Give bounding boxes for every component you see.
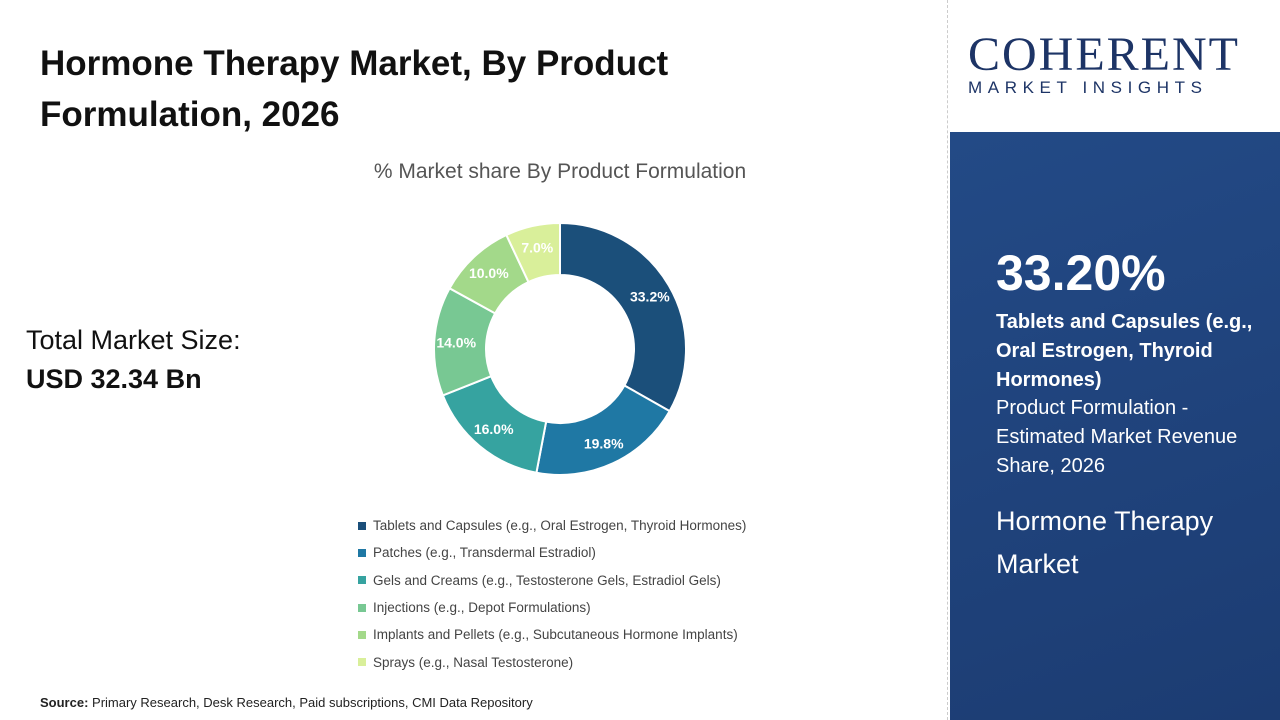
divider <box>947 0 949 720</box>
total-market-value: USD 32.34 Bn <box>26 364 202 394</box>
logo-tagline: MARKET INSIGHTS <box>968 78 1208 97</box>
legend-item: Patches (e.g., Transdermal Estradiol) <box>358 539 746 566</box>
chart-title: % Market share By Product Formulation <box>373 160 747 183</box>
donut-slice <box>559 221 687 413</box>
legend-item: Implants and Pellets (e.g., Subcutaneous… <box>358 621 746 648</box>
legend-label: Injections (e.g., Depot Formulations) <box>373 600 591 616</box>
donut-chart: 33.2% 19.8% 16.0% 14.0% 10.0% 7.0% <box>433 221 687 476</box>
legend-item: Tablets and Capsules (e.g., Oral Estroge… <box>358 512 746 539</box>
legend-swatch <box>358 658 366 667</box>
total-market-label: Total Market Size: <box>26 325 241 355</box>
highlight-description: Product Formulation - Estimated Market R… <box>996 397 1238 477</box>
data-label: 16.0% <box>474 421 514 437</box>
logo-name: COHERENT <box>968 28 1240 81</box>
logo: COHERENT MARKET INSIGHTS <box>968 30 1268 98</box>
page-title: Hormone Therapy Market, By Product Formu… <box>40 44 669 134</box>
legend-label: Tablets and Capsules (e.g., Oral Estroge… <box>373 518 747 534</box>
legend-label: Sprays (e.g., Nasal Testosterone) <box>373 654 574 670</box>
legend-swatch <box>358 603 366 612</box>
legend-swatch <box>358 576 366 585</box>
data-label: 19.8% <box>584 435 624 451</box>
legend-label: Implants and Pellets (e.g., Subcutaneous… <box>373 627 738 643</box>
legend-swatch <box>358 521 366 530</box>
legend-item: Gels and Creams (e.g., Testosterone Gels… <box>358 567 746 594</box>
source-label: Source: <box>40 695 89 710</box>
legend-label: Gels and Creams (e.g., Testosterone Gels… <box>373 572 721 588</box>
legend-item: Injections (e.g., Depot Formulations) <box>358 594 746 621</box>
legend-swatch <box>358 548 366 557</box>
donut-slice <box>505 221 561 284</box>
data-label: 7.0% <box>521 240 553 256</box>
highlight-segment: Tablets and Capsules (e.g., Oral Estroge… <box>996 311 1253 391</box>
source-note: Source: Primary Research, Desk Research,… <box>40 695 533 710</box>
highlight-market: Hormone Therapy Market <box>996 506 1214 579</box>
legend-item: Sprays (e.g., Nasal Testosterone) <box>358 648 746 675</box>
donut-slice <box>535 384 672 476</box>
legend-label: Patches (e.g., Transdermal Estradiol) <box>373 545 596 561</box>
legend-swatch <box>358 630 366 639</box>
data-label: 10.0% <box>469 265 509 281</box>
legend: Tablets and Capsules (e.g., Oral Estroge… <box>358 512 746 676</box>
data-label: 33.2% <box>630 289 670 305</box>
highlight-percent: 33.20% <box>996 245 1166 301</box>
highlight-panel: 33.20% Tablets and Capsules (e.g., Oral … <box>950 132 1280 720</box>
source-text: Primary Research, Desk Research, Paid su… <box>88 695 533 710</box>
data-label: 14.0% <box>436 334 476 350</box>
